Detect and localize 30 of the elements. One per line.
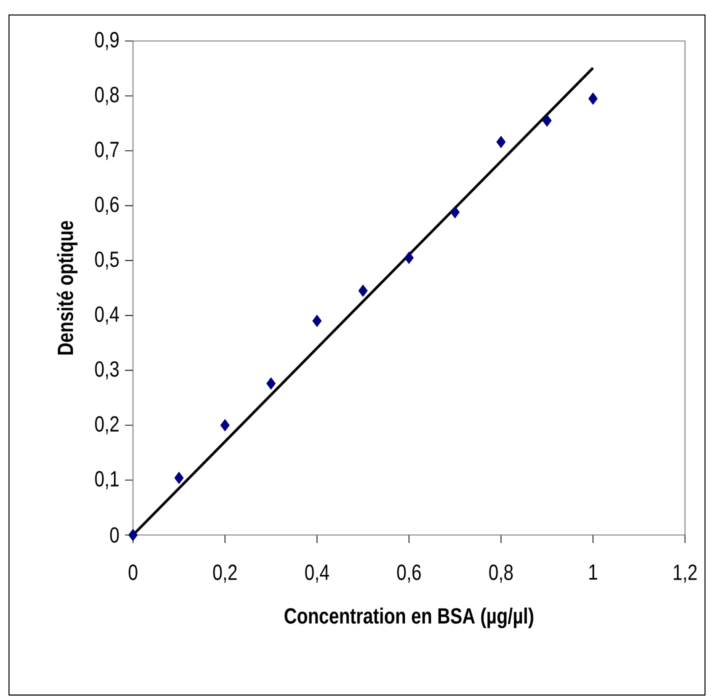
point bbox=[358, 284, 368, 297]
y-tick-label: 0,1 bbox=[95, 471, 119, 490]
x-tick-label: 1 bbox=[589, 564, 598, 580]
y-tick-label: 0,8 bbox=[95, 86, 119, 105]
point bbox=[496, 136, 506, 148]
point bbox=[588, 92, 598, 105]
x-tick-label: 0,2 bbox=[213, 564, 237, 583]
point bbox=[542, 114, 552, 127]
y-tick-label: 0,5 bbox=[95, 251, 119, 270]
y-tick-label: 0 bbox=[110, 527, 119, 543]
point bbox=[404, 252, 414, 264]
y-tick-label: 0,4 bbox=[95, 306, 119, 325]
y-tick-label: 0,9 bbox=[95, 32, 119, 50]
x-tick-label: 0,8 bbox=[489, 564, 513, 583]
y-axis-title: Densité optique bbox=[56, 220, 78, 354]
y-tick-label: 0,2 bbox=[95, 416, 119, 434]
x-axis-title: Concentration en BSA (µg/µl) bbox=[284, 608, 534, 628]
point bbox=[266, 377, 276, 390]
point bbox=[450, 206, 460, 218]
point bbox=[174, 472, 184, 484]
point bbox=[220, 419, 230, 432]
y-tick-label: 0,7 bbox=[95, 142, 119, 160]
point bbox=[312, 314, 322, 328]
x-tick-label: 0 bbox=[128, 564, 138, 580]
y-tick-label: 0,3 bbox=[95, 361, 119, 380]
point bbox=[128, 528, 138, 542]
y-tick-label: 0,6 bbox=[95, 196, 119, 215]
x-tick-label: 0,6 bbox=[397, 564, 421, 583]
x-tick-label: 0,4 bbox=[305, 564, 330, 583]
x-tick-label: 1,2 bbox=[674, 564, 697, 583]
